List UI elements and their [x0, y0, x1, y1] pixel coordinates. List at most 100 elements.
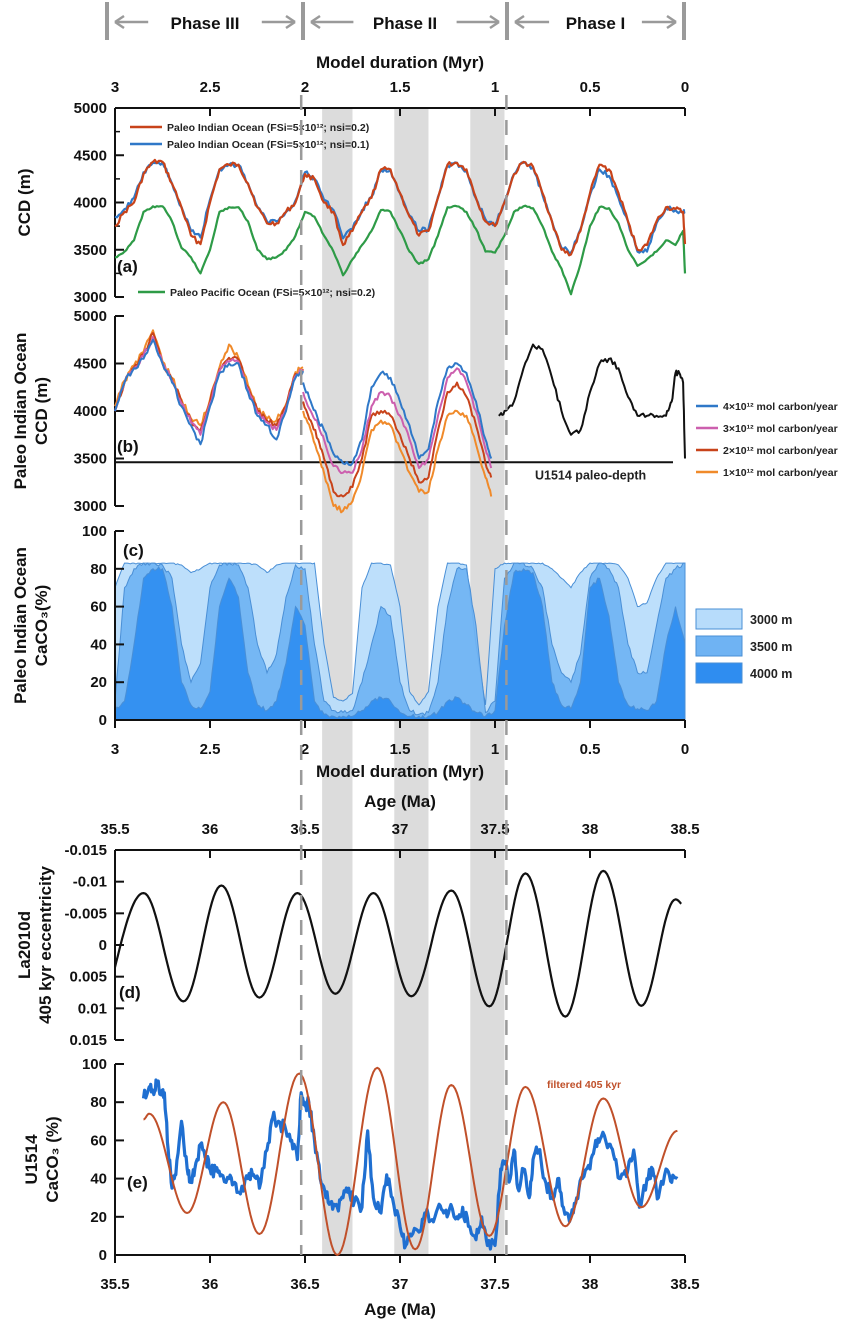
panel-e-x-axis-tick-label: 35.5: [100, 1276, 129, 1293]
panel-a-label: (a): [117, 257, 138, 276]
panel-b-series-mid: [302, 409, 493, 514]
panel-d-top-axis-tick-label: 35.5: [100, 821, 129, 838]
arrow-right-icon: [666, 14, 677, 30]
panel-c-y-axis-tick-label: 60: [90, 599, 107, 616]
panel-c-y-axis-tick-label: 0: [99, 712, 107, 729]
panel-e-x-axis-tick-label: 38: [582, 1276, 599, 1293]
panel-a-series-3: [114, 204, 687, 296]
panel-a-series-1: [114, 158, 687, 257]
panel-a-y-axis-title-line: CCD (m): [15, 169, 34, 237]
panel-d-y-axis-title-line: La2010d: [15, 911, 34, 979]
panel-e-y-axis-tick-label: 100: [82, 1056, 107, 1073]
panel-b-series-early: [114, 338, 305, 446]
panel-c-y-axis-title: Paleo Indian Ocean CaCO₃(%): [11, 547, 51, 704]
panel-d-y-axis-tick-label: 0.015: [69, 1032, 107, 1049]
panel-d-label: (d): [119, 983, 141, 1002]
panel-c-x-axis-tick-label: 1.5: [390, 741, 411, 758]
legend-label: Paleo Indian Ocean (FSi=5×10¹²; nsi=0.1): [167, 139, 369, 151]
panel-e-x-axis-tick-label: 36: [202, 1276, 219, 1293]
arrow-right-icon: [489, 14, 500, 30]
eccentricity-line: [113, 869, 682, 1018]
legend-label: 4000 m: [750, 667, 792, 681]
panel-a-y-axis-tick-label: 4500: [74, 147, 107, 164]
panel-b-y-axis-tick-label: 4500: [74, 356, 107, 373]
panel-a-y-axis-tick-label: 4000: [74, 195, 107, 212]
panel-d-y-axis-tick-label: 0.005: [69, 969, 107, 986]
panel-a-top-axis-tick-label: 3: [111, 79, 119, 96]
filtered-annotation: filtered 405 kyr: [547, 1079, 621, 1091]
panel-e-y-axis-tick-label: 40: [90, 1171, 107, 1188]
panel-d-top-axis-tick-label: 36.5: [290, 821, 319, 838]
panel-a: Model duration (Myr) 3 2.5 2 1.5 1 0.5 0 5000 450…: [15, 53, 689, 306]
panel-e: 100 80 60 40 20 0 35.5 36 36.5 37 37.5 38 38.5 Age (M…: [22, 1056, 700, 1319]
panel-a-top-axis-tick-label: 2.5: [200, 79, 221, 96]
panel-a-top-axis-tick-label: 1: [491, 79, 499, 96]
panel-b-series-phase1: [498, 343, 686, 459]
panel-d-y-axis-title-line: 405 kyr eccentricity: [36, 866, 55, 1024]
legend-label: 4×10¹² mol carbon/year: [723, 401, 838, 413]
panel-d: Age (Ma) 35.5 36 36.5 37 37.5 38 38.5 -0.015 -0.0…: [15, 792, 700, 1049]
panel-c-x-axis-tick-label: 3: [111, 741, 119, 758]
panel-d-y-axis-tick-label: 0.01: [78, 1000, 107, 1017]
panel-a-top-axis-tick-label: 2: [301, 79, 309, 96]
top-x-axis-title: Model duration (Myr): [316, 53, 484, 72]
panel-d-y-axis-tick-label: -0.015: [64, 842, 107, 859]
dashed-lines: [299, 95, 508, 1255]
panel-b-y-axis-tick-label: 5000: [74, 308, 107, 325]
legend-label: 3×10¹² mol carbon/year: [723, 423, 838, 435]
panel-a-top-axis-tick-label: 0.5: [580, 79, 601, 96]
panel-e-x-axis-title: Age (Ma): [364, 1300, 436, 1319]
panel-c-y-axis-tick-label: 20: [90, 674, 107, 691]
panel-c-x-axis-tick-label: 2: [301, 741, 309, 758]
panel-a-y-axis-tick-label: 3000: [74, 289, 107, 306]
panel-e-y-axis-tick-label: 80: [90, 1094, 107, 1111]
panel-d-y-axis-tick-label: 0: [99, 937, 107, 954]
phase-header: Phase III Phase II Phase I: [105, 2, 686, 40]
legend-label: Paleo Indian Ocean (FSi=5×10¹²; nsi=0.2): [167, 122, 369, 134]
panel-a-top-axis-tick-label: 1.5: [390, 79, 411, 96]
panel-b-series-mid: [302, 367, 493, 475]
panel-c-x-axis-tick-label: 1: [491, 741, 499, 758]
panel-b-series-mid: [302, 362, 493, 467]
panel-a-y-axis-tick-label: 5000: [74, 100, 107, 117]
panel-e-y-axis-title-line: U1514: [22, 1134, 41, 1185]
panel-c-x-axis-title: Model duration (Myr): [316, 762, 484, 781]
panel-b-series-early: [114, 335, 304, 436]
panel-d-top-axis-title: Age (Ma): [364, 792, 436, 811]
phase-label: Phase I: [566, 14, 626, 33]
panel-b-y-axis-tick-label: 3000: [74, 498, 107, 515]
panel-e-x-axis-tick-label: 37.5: [480, 1276, 509, 1293]
arrow-right-icon: [285, 14, 296, 30]
panel-d-y-axis-tick-label: -0.005: [64, 905, 107, 922]
panel-b-y-axis-title-line: CCD (m): [32, 377, 51, 445]
panel-b: 5000 4500 4000 3500 3000 Paleo Indian Ocean CC…: [11, 308, 838, 515]
panel-e-y-axis-tick-label: 60: [90, 1132, 107, 1149]
panel-b-y-axis-title: Paleo Indian Ocean CCD (m): [11, 333, 51, 490]
panel-e-y-axis-tick-label: 20: [90, 1209, 107, 1226]
panel-a-top-axis-tick-label: 0: [681, 79, 689, 96]
panel-c-label: (c): [123, 541, 144, 560]
panel-d-top-axis-tick-label: 38: [582, 821, 599, 838]
panel-d-top-axis-tick-label: 37.5: [480, 821, 509, 838]
legend-label: 3500 m: [750, 640, 792, 654]
legend-label: Paleo Pacific Ocean (FSi=5×10¹²; nsi=0.2…: [170, 287, 375, 299]
legend-swatch: [695, 608, 743, 630]
panel-e-x-axis-tick-label: 38.5: [670, 1276, 699, 1293]
phase-label: Phase III: [171, 14, 240, 33]
panel-e-y-axis-tick-label: 0: [99, 1247, 107, 1264]
phase-label: Phase II: [373, 14, 437, 33]
filtered-405-kyr-line: [142, 1066, 678, 1256]
panel-d-y-axis-tick-label: -0.01: [73, 874, 107, 891]
panel-c-x-axis-tick-label: 0.5: [580, 741, 601, 758]
legend-label: 3000 m: [750, 613, 792, 627]
legend-swatch: [695, 635, 743, 657]
panel-c-y-axis-tick-label: 100: [82, 523, 107, 540]
panel-d-top-axis-tick-label: 36: [202, 821, 219, 838]
arrow-left-icon: [514, 14, 525, 30]
panel-d-top-axis-tick-label: 38.5: [670, 821, 699, 838]
legend-label: 1×10¹² mol carbon/year: [723, 467, 838, 479]
panel-c-y-axis-title-line: CaCO₃(%): [32, 585, 51, 667]
panel-b-label: (b): [117, 437, 139, 456]
panel-e-y-axis-title: U1514 CaCO₃ (%): [22, 1116, 62, 1202]
panel-c-x-axis-tick-label: 0: [681, 741, 689, 758]
